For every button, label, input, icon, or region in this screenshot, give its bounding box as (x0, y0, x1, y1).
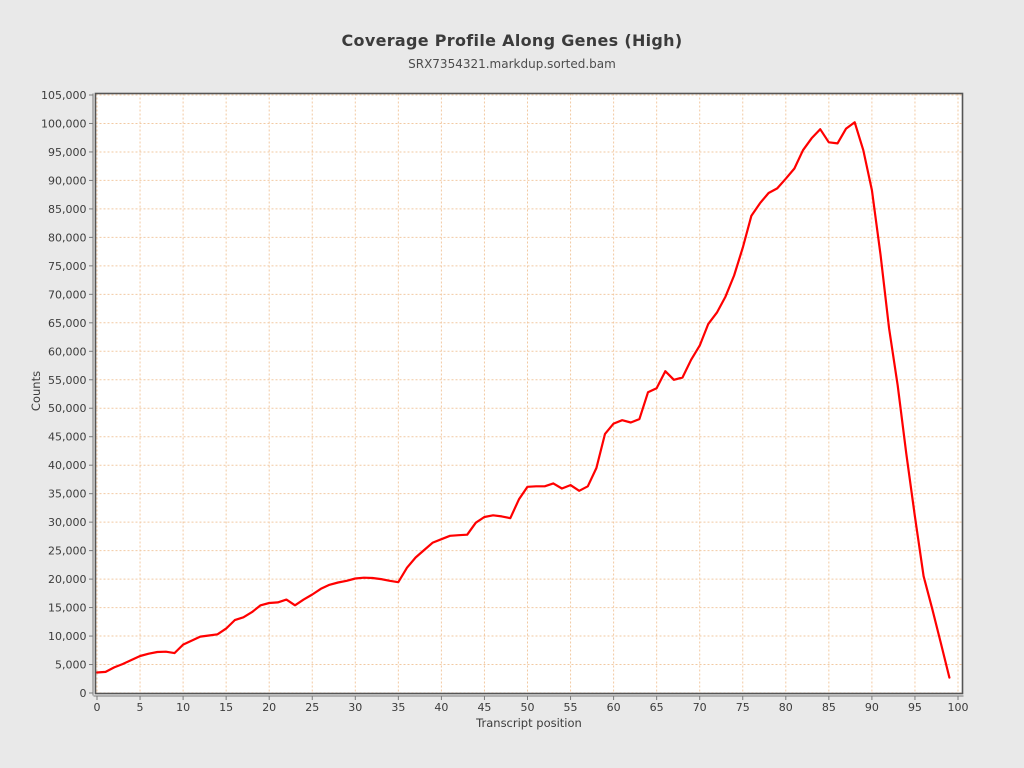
y-axis-tick-label: 55,000 (48, 374, 87, 387)
chart-subtitle: SRX7354321.markdup.sorted.bam (408, 57, 616, 71)
x-axis-tick-label: 30 (348, 701, 362, 714)
x-axis-tick-label: 75 (736, 701, 750, 714)
y-axis-tick-label: 30,000 (48, 516, 87, 529)
y-axis-tick-label: 5,000 (55, 659, 87, 672)
y-axis-tick-label: 0 (80, 687, 87, 700)
chart-title: Coverage Profile Along Genes (High) (341, 31, 683, 50)
y-axis-tick-label: 40,000 (48, 459, 87, 472)
y-axis-tick-label: 100,000 (41, 117, 87, 130)
x-axis-tick-label: 35 (391, 701, 405, 714)
y-axis-tick-label: 35,000 (48, 488, 87, 501)
y-axis-tick-label: 75,000 (48, 260, 87, 273)
x-axis-tick-label: 85 (822, 701, 836, 714)
y-axis-tick-label: 95,000 (48, 146, 87, 159)
x-axis-tick-label: 55 (564, 701, 578, 714)
plot-area (95, 93, 963, 694)
x-axis-tick-label: 10 (176, 701, 190, 714)
x-axis-tick-label: 90 (865, 701, 879, 714)
y-axis-tick-label: 15,000 (48, 602, 87, 615)
y-axis-tick-label: 10,000 (48, 630, 87, 643)
x-axis-tick-label: 100 (948, 701, 969, 714)
y-axis-tick-label: 105,000 (41, 89, 87, 102)
x-axis-tick-label: 95 (908, 701, 922, 714)
y-axis-tick-label: 50,000 (48, 402, 87, 415)
x-axis-tick-label: 65 (650, 701, 664, 714)
y-axis-tick-label: 25,000 (48, 545, 87, 558)
x-axis-tick-label: 25 (305, 701, 319, 714)
y-axis-tick-label: 90,000 (48, 174, 87, 187)
y-axis-tick-label: 65,000 (48, 317, 87, 330)
y-axis-title: Counts (29, 370, 43, 412)
x-axis-tick-label: 5 (137, 701, 144, 714)
coverage-series-line (95, 121, 951, 679)
y-axis-tick-label: 45,000 (48, 431, 87, 444)
x-axis-tick-label: 70 (693, 701, 707, 714)
x-axis-title: Transcript position (476, 716, 582, 730)
x-axis-tick-label: 0 (94, 701, 101, 714)
y-axis-tick-label: 20,000 (48, 573, 87, 586)
x-axis-tick-label: 80 (779, 701, 793, 714)
x-axis-tick-label: 50 (521, 701, 535, 714)
x-axis-tick-label: 60 (607, 701, 621, 714)
x-axis-tick-label: 40 (434, 701, 448, 714)
plot-border (94, 92, 964, 695)
x-axis-tick-label: 15 (219, 701, 233, 714)
y-axis-tick-label: 60,000 (48, 345, 87, 358)
y-axis-tick-label: 80,000 (48, 231, 87, 244)
y-axis-tick-label: 70,000 (48, 288, 87, 301)
y-axis-tick-label: 85,000 (48, 203, 87, 216)
x-axis-tick-label: 45 (477, 701, 491, 714)
x-axis-tick-label: 20 (262, 701, 276, 714)
